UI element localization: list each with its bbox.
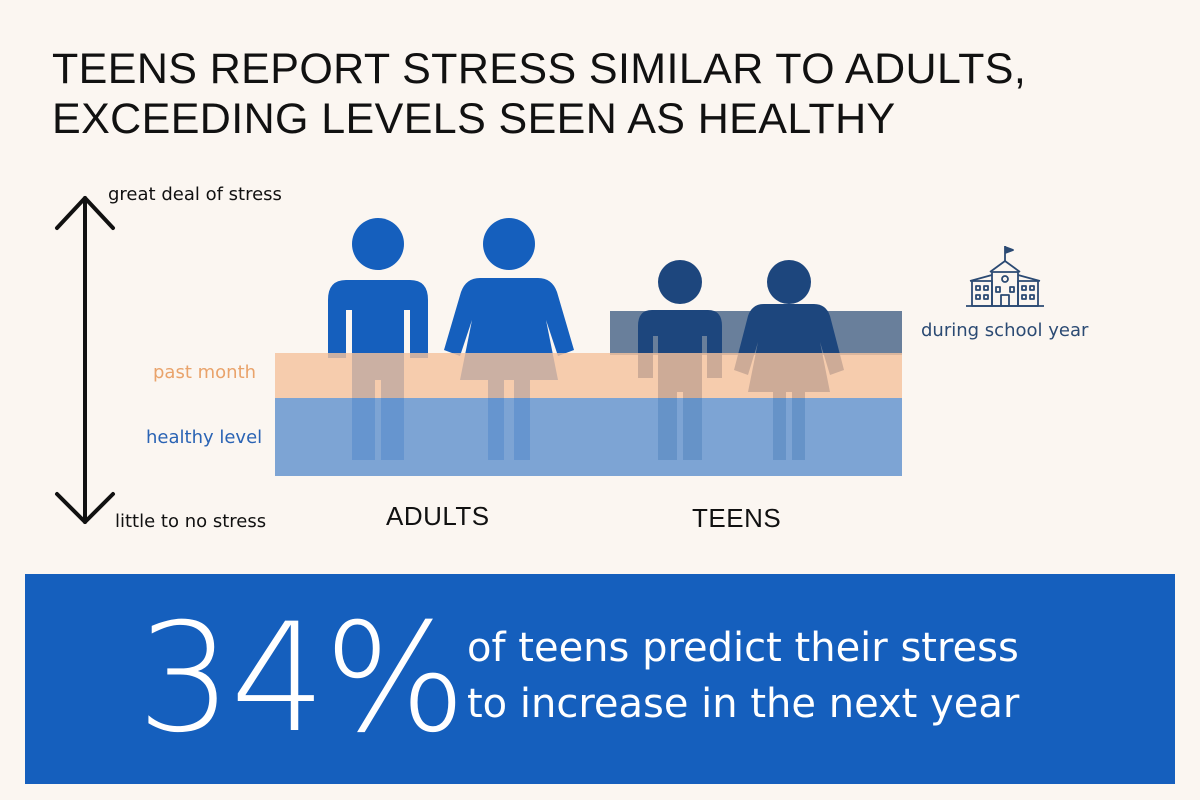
past-month-label: past month <box>153 362 257 383</box>
teens-label: TEENS <box>692 503 782 533</box>
healthy-level-band <box>275 398 902 476</box>
scale-bottom-label: little to no stress <box>115 511 267 532</box>
scale-top-label: great deal of stress <box>108 184 282 205</box>
healthy-level-label: healthy level <box>146 427 263 448</box>
stress-graphic <box>55 196 1044 524</box>
page-title: TEENS REPORT STRESS SIMILAR TO ADULTS, E… <box>52 44 1026 144</box>
stat-line-2: to increase in the next year <box>467 681 1020 727</box>
title-line-1: TEENS REPORT STRESS SIMILAR TO ADULTS, <box>52 45 1027 93</box>
adults-label: ADULTS <box>386 501 490 531</box>
past-month-band <box>275 353 902 398</box>
stat-line-1: of teens predict their stress <box>467 625 1019 671</box>
stat-panel: 34% of teens predict their stress to inc… <box>25 574 1175 784</box>
school-building-icon <box>966 246 1044 307</box>
stat-description: of teens predict their stress to increas… <box>467 620 1019 732</box>
stat-percentage: 34% <box>137 592 466 766</box>
school-year-label: during school year <box>921 320 1089 341</box>
double-headed-arrow-icon <box>55 196 115 524</box>
title-line-2: EXCEEDING LEVELS SEEN AS HEALTHY <box>52 95 896 143</box>
